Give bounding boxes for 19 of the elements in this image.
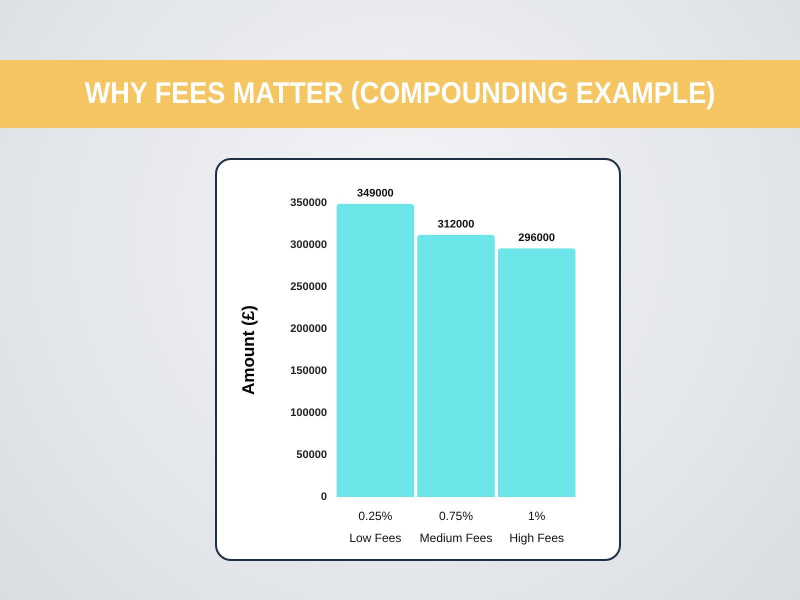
y-tick-label: 50000 (296, 449, 327, 461)
x-tick-label: 1% High Fees (509, 509, 564, 545)
y-tick-label: 200000 (290, 323, 327, 335)
bar (417, 234, 495, 497)
y-tick-label: 250000 (290, 281, 327, 293)
y-axis-title: Amount (£) (239, 305, 258, 395)
data-label: 296000 (518, 232, 556, 244)
y-tick-label: 350000 (290, 197, 327, 209)
data-label: 312000 (438, 218, 474, 230)
bar (498, 248, 576, 497)
chart-title: WHY FEES MATTER (COMPOUNDING EXAMPLE) (84, 76, 716, 112)
data-label: 349000 (356, 187, 394, 200)
y-tick-label: 150000 (290, 365, 327, 377)
y-tick-label: 100000 (290, 407, 327, 419)
y-tick-label: 0 (320, 491, 327, 503)
y-tick-label: 300000 (290, 239, 327, 251)
x-tick-label: 0.75% Medium Fees (420, 509, 492, 545)
x-tick-label: 0.25% Low Fees (349, 509, 402, 545)
bar (336, 204, 414, 497)
